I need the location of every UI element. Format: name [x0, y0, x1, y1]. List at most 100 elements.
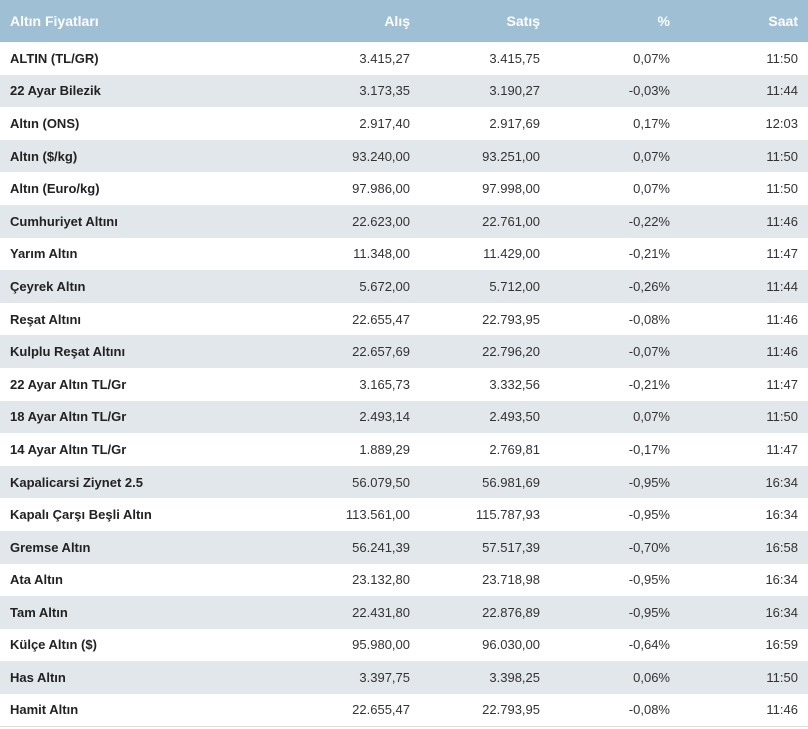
cell-sell: 2.769,81 — [489, 441, 540, 457]
cell-buy: 2.917,40 — [359, 115, 410, 131]
cell-change: 0,06% — [633, 670, 670, 686]
cell-time: 11:46 — [766, 213, 798, 229]
cell-time: 11:47 — [766, 441, 798, 457]
cell-change: 0,07% — [633, 409, 670, 425]
cell-buy: 2.493,14 — [359, 409, 410, 425]
header-row: Altın Fiyatları Alış Satış % Saat — [0, 0, 808, 42]
cell-sell: 11.429,00 — [483, 246, 540, 262]
table-row[interactable]: Kulplu Reşat Altını 22.657,69 22.796,20 -0,… — [0, 335, 808, 368]
cell-time: 16:34 — [765, 507, 798, 523]
cell-change: -0,03% — [628, 83, 670, 99]
cell-buy: 56.079,50 — [352, 474, 410, 490]
cell-change: -0,17% — [628, 441, 670, 457]
table-row[interactable]: 18 Ayar Altın TL/Gr 2.493,14 2.493,50 0,07%… — [0, 400, 808, 434]
header-sell[interactable]: Satış — [506, 13, 540, 29]
cell-sell: 57.517,39 — [482, 539, 540, 555]
cell-sell: 22.761,00 — [482, 213, 540, 229]
cell-buy: 22.623,00 — [352, 213, 410, 229]
table-header: Altın Fiyatları Alış Satış % Saat — [0, 0, 808, 42]
cell-sell: 23.718,98 — [482, 572, 540, 588]
cell-time: 11:47 — [766, 376, 798, 392]
cell-change: -0,08% — [550, 693, 710, 727]
table-row[interactable]: Ata Altın 23.132,80 23.718,98 -0,95% 16:34 — [0, 563, 808, 597]
cell-name: Altın (ONS) — [10, 115, 80, 131]
table-row[interactable]: Altın (ONS) 2.917,40 2.917,69 0,17% 12:03 — [0, 107, 808, 140]
cell-sell: 22.796,20 — [482, 344, 540, 360]
cell-change: -0,08% — [628, 311, 670, 327]
header-buy[interactable]: Alış — [384, 13, 410, 29]
table-row[interactable]: 22 Ayar Bilezik 3.173,35 3.190,27 -0,03% 11:… — [0, 74, 808, 108]
cell-name: Gremse Altın — [10, 539, 91, 555]
cell-sell: 3.398,25 — [489, 670, 540, 686]
cell-name: Ata Altın — [10, 572, 63, 588]
cell-buy: 11.348,00 — [353, 246, 410, 262]
cell-time: 11:44 — [766, 83, 798, 99]
cell-name: Külçe Altın ($) — [10, 637, 97, 653]
table-row[interactable]: Gremse Altın 56.241,39 57.517,39 -0,70% 16:5… — [0, 530, 808, 564]
cell-time: 12:03 — [765, 115, 798, 131]
cell-time: 11:44 — [766, 278, 798, 294]
cell-change: -0,95% — [628, 474, 670, 490]
table-row[interactable]: Tam Altın 22.431,80 22.876,89 -0,95% 16:34 — [0, 596, 808, 629]
cell-sell: 56.981,69 — [482, 474, 540, 490]
table-row[interactable]: Çeyrek Altın 5.672,00 5.712,00 -0,26% 11:44 — [0, 270, 808, 303]
cell-sell: 3.332,56 — [489, 376, 540, 392]
cell-name: Kapalicarsi Ziynet 2.5 — [10, 474, 143, 490]
cell-time: 16:34 — [765, 604, 798, 620]
header-time[interactable]: Saat — [768, 13, 798, 29]
cell-buy: 3.165,73 — [359, 376, 410, 392]
table-row[interactable]: 14 Ayar Altın TL/Gr 1.889,29 2.769,81 -0,17… — [0, 433, 808, 466]
table-row[interactable]: Altın (Euro/kg) 97.986,00 97.998,00 0,07% 11… — [0, 172, 808, 205]
cell-buy: 22.657,69 — [352, 344, 410, 360]
cell-change: -0,95% — [628, 604, 670, 620]
cell-buy: 5.672,00 — [359, 278, 410, 294]
cell-buy: 22.655,47 — [352, 311, 410, 327]
table-row[interactable]: Kapalı Çarşı Beşli Altın 113.561,00 115.78… — [0, 498, 808, 531]
table-row[interactable]: 22 Ayar Altın TL/Gr 3.165,73 3.332,56 -0,21… — [0, 367, 808, 401]
table-row[interactable]: Külçe Altın ($) 95.980,00 96.030,00 -0,64% 1… — [0, 628, 808, 662]
table-row[interactable]: Has Altın 3.397,75 3.398,25 0,06% 11:50 — [0, 661, 808, 694]
cell-time: 11:50 — [766, 670, 798, 686]
cell-sell: 22.793,95 — [420, 693, 550, 727]
cell-buy: 95.980,00 — [352, 637, 410, 653]
table-row[interactable]: Kapalicarsi Ziynet 2.5 56.079,50 56.981,69… — [0, 465, 808, 499]
table-row[interactable]: ALTIN (TL/GR) 3.415,27 3.415,75 0,07% 11:50 — [0, 42, 808, 75]
cell-sell: 97.998,00 — [482, 181, 540, 197]
header-name[interactable]: Altın Fiyatları — [10, 13, 99, 29]
cell-change: -0,22% — [628, 213, 670, 229]
cell-sell: 22.793,95 — [482, 311, 540, 327]
cell-change: 0,07% — [633, 50, 670, 66]
cell-name: 22 Ayar Altın TL/Gr — [10, 376, 127, 392]
cell-change: -0,70% — [628, 539, 670, 555]
cell-buy: 3.415,27 — [359, 50, 410, 66]
cell-name: 22 Ayar Bilezik — [10, 83, 101, 99]
cell-sell: 96.030,00 — [482, 637, 540, 653]
cell-time: 11:46 — [766, 311, 798, 327]
table-body: ALTIN (TL/GR) 3.415,27 3.415,75 0,07% 11:50 2… — [0, 42, 808, 727]
cell-name: Kapalı Çarşı Beşli Altın — [10, 507, 152, 523]
cell-buy: 3.397,75 — [359, 670, 410, 686]
header-change[interactable]: % — [657, 13, 670, 29]
cell-sell: 3.415,75 — [489, 50, 540, 66]
cell-buy: 56.241,39 — [352, 539, 410, 555]
cell-change: -0,95% — [628, 507, 670, 523]
table-row[interactable]: Altın ($/kg) 93.240,00 93.251,00 0,07% 11:50 — [0, 139, 808, 173]
cell-change: -0,26% — [628, 278, 670, 294]
table-row[interactable]: Reşat Altını 22.655,47 22.793,95 -0,08% 11:4… — [0, 302, 808, 336]
table-row[interactable]: Yarım Altın 11.348,00 11.429,00 -0,21% 11:47 — [0, 237, 808, 271]
cell-time: 11:50 — [766, 181, 798, 197]
cell-name: 14 Ayar Altın TL/Gr — [10, 441, 127, 457]
cell-sell: 115.787,93 — [475, 507, 540, 523]
cell-change: 0,07% — [633, 181, 670, 197]
cell-sell: 2.493,50 — [489, 409, 540, 425]
cell-change: 0,07% — [633, 148, 670, 164]
cell-time: 16:34 — [765, 572, 798, 588]
cell-buy: 22.655,47 — [300, 693, 420, 727]
cell-change: -0,64% — [628, 637, 670, 653]
cell-name: ALTIN (TL/GR) — [10, 50, 99, 66]
cell-buy: 1.889,29 — [359, 441, 410, 457]
cell-name: Çeyrek Altın — [10, 278, 86, 294]
table-row[interactable]: Hamit Altın 22.655,47 22.793,95 -0,08% 11:46 — [0, 693, 808, 727]
table-row[interactable]: Cumhuriyet Altını 22.623,00 22.761,00 -0,22… — [0, 204, 808, 238]
